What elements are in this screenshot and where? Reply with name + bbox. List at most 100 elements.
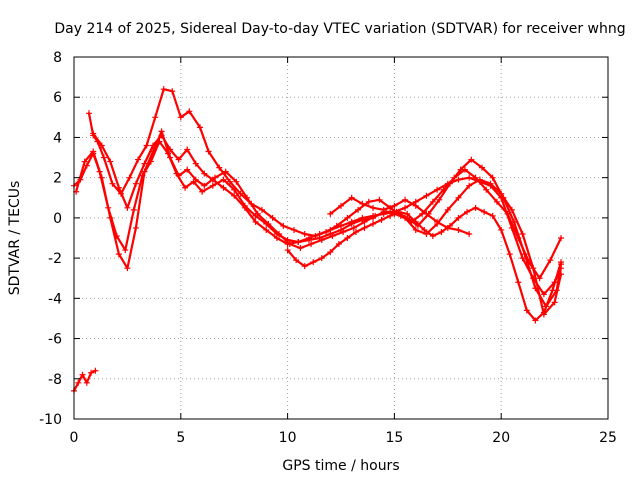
data-point-marker: [310, 259, 317, 266]
data-point-marker: [318, 255, 325, 262]
y-tick-label: 6: [53, 90, 62, 106]
data-point-marker: [468, 156, 475, 163]
data-point-marker: [455, 226, 462, 233]
data-point-marker: [160, 86, 167, 93]
data-point-marker: [466, 182, 473, 189]
data-point-marker: [489, 174, 496, 181]
data-point-marker: [141, 168, 148, 175]
data-point-marker: [423, 192, 430, 199]
data-point-marker: [100, 154, 107, 161]
data-point-marker: [361, 224, 368, 231]
grid-layer: [74, 57, 608, 419]
data-point-marker: [284, 247, 291, 254]
series-track-e: [284, 204, 565, 324]
data-point-marker: [530, 265, 537, 272]
data-point-marker: [476, 176, 483, 183]
data-point-marker: [75, 379, 82, 386]
data-point-marker: [540, 291, 547, 298]
data-point-marker: [269, 214, 276, 221]
data-point-marker: [466, 174, 473, 181]
data-point-marker: [395, 208, 402, 215]
y-tick-label: -2: [48, 251, 62, 267]
data-point-marker: [88, 369, 95, 376]
data-point-marker: [508, 206, 515, 213]
data-point-marker: [455, 194, 462, 201]
data-point-marker: [205, 148, 212, 155]
data-point-marker: [126, 174, 133, 181]
data-point-marker: [423, 210, 430, 217]
data-point-marker: [124, 204, 131, 211]
series-line-track-e: [286, 206, 563, 322]
data-point-marker: [493, 198, 500, 205]
data-point-marker: [81, 158, 88, 165]
data-point-marker: [184, 146, 191, 153]
data-point-marker: [455, 214, 462, 221]
y-tick-label: 0: [53, 211, 62, 227]
data-point-marker: [338, 226, 344, 233]
data-point-marker: [558, 259, 565, 266]
data-point-marker: [158, 132, 165, 139]
data-point-marker: [365, 198, 372, 205]
data-point-marker: [451, 174, 458, 181]
data-point-marker: [132, 224, 139, 231]
series-track-f: [327, 194, 473, 237]
data-point-marker: [404, 210, 411, 217]
data-point-marker: [327, 210, 334, 217]
data-point-marker: [233, 178, 240, 185]
data-point-marker: [291, 226, 298, 233]
data-point-marker: [231, 192, 238, 199]
data-point-marker: [323, 228, 330, 235]
data-point-marker: [305, 237, 312, 244]
data-point-marker: [370, 214, 377, 221]
x-tick-label: 15: [385, 430, 403, 446]
data-point-marker: [79, 371, 86, 378]
data-point-marker: [90, 130, 97, 137]
data-point-marker: [498, 226, 505, 233]
series-line-track-b: [75, 130, 563, 308]
data-point-marker: [344, 235, 351, 241]
data-point-marker: [350, 224, 357, 231]
data-point-marker: [327, 230, 334, 237]
data-point-marker: [504, 210, 511, 217]
data-point-marker: [284, 241, 291, 248]
data-point-marker: [197, 124, 204, 131]
data-point-marker: [254, 210, 261, 217]
data-point-marker: [380, 206, 387, 213]
data-point-marker: [487, 180, 494, 187]
data-point-marker: [359, 200, 366, 207]
data-point-marker: [83, 379, 90, 386]
data-point-marker: [344, 214, 351, 221]
data-point-marker: [220, 184, 227, 191]
data-point-marker: [297, 245, 304, 252]
data-point-marker: [237, 190, 244, 197]
data-point-marker: [98, 174, 105, 181]
data-point-marker: [402, 196, 409, 203]
data-point-marker: [481, 208, 488, 215]
data-point-marker: [209, 176, 216, 183]
data-point-marker: [293, 257, 300, 264]
data-point-marker: [209, 182, 216, 189]
data-point-marker: [295, 239, 302, 246]
data-point-marker: [532, 317, 539, 324]
data-point-marker: [498, 190, 505, 197]
data-point-marker: [184, 166, 191, 173]
data-point-marker: [169, 88, 176, 95]
data-point-marker: [192, 160, 199, 167]
data-point-marker: [359, 216, 366, 223]
data-point-marker: [143, 142, 150, 149]
data-point-marker: [167, 154, 174, 161]
data-point-marker: [519, 255, 526, 262]
data-point-marker: [438, 228, 445, 235]
data-point-marker: [150, 142, 157, 149]
data-point-marker: [135, 156, 142, 163]
x-tick-label: 20: [492, 430, 510, 446]
data-point-marker: [241, 204, 248, 211]
data-point-marker: [478, 164, 485, 171]
data-point-marker: [421, 226, 428, 233]
data-point-marker: [280, 222, 287, 229]
data-point-marker: [402, 214, 409, 221]
data-point-marker: [301, 230, 308, 237]
data-point-marker: [199, 188, 206, 195]
series-track-c: [85, 86, 565, 282]
data-point-marker: [455, 176, 462, 183]
